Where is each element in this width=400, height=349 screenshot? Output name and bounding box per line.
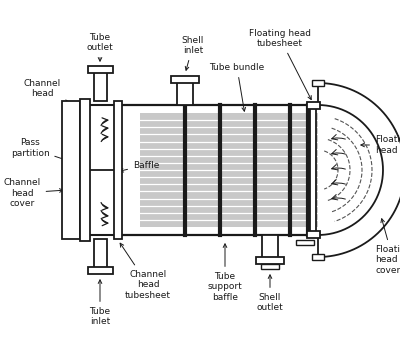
Bar [312, 80, 324, 86]
Text: Baffle: Baffle [120, 161, 159, 172]
Text: Channel
head
tubesheet: Channel head tubesheet [120, 243, 171, 300]
Text: Shell
outlet: Shell outlet [257, 275, 283, 312]
Bar [296, 240, 314, 245]
Text: Shell
inlet: Shell inlet [182, 36, 204, 70]
Bar [94, 71, 107, 101]
Bar [62, 101, 80, 239]
Text: Pass
partition: Pass partition [11, 138, 86, 168]
Text: Tube
inlet: Tube inlet [90, 280, 110, 326]
Text: Floating
head: Floating head [361, 135, 400, 155]
Text: Channel
head: Channel head [23, 79, 85, 114]
Bar [171, 76, 199, 83]
Bar [88, 267, 113, 274]
Bar [262, 235, 278, 259]
Bar [256, 257, 284, 264]
Bar [307, 231, 320, 238]
Text: Tube
outlet: Tube outlet [87, 32, 113, 61]
Text: Floating head
tubesheet: Floating head tubesheet [249, 29, 311, 99]
Bar [307, 102, 320, 109]
Bar [310, 108, 316, 232]
Bar [312, 254, 324, 260]
Bar [80, 99, 90, 241]
Text: Tube bundle: Tube bundle [209, 63, 265, 111]
Text: Channel
head
cover: Channel head cover [3, 178, 63, 208]
Text: Tube
support
baffle: Tube support baffle [208, 244, 242, 302]
Bar [88, 66, 113, 73]
Bar [140, 113, 318, 227]
Bar [177, 81, 193, 105]
Text: Floating
head
cover: Floating head cover [375, 219, 400, 275]
Bar [114, 101, 122, 239]
Bar [261, 264, 279, 269]
Bar [94, 239, 107, 269]
